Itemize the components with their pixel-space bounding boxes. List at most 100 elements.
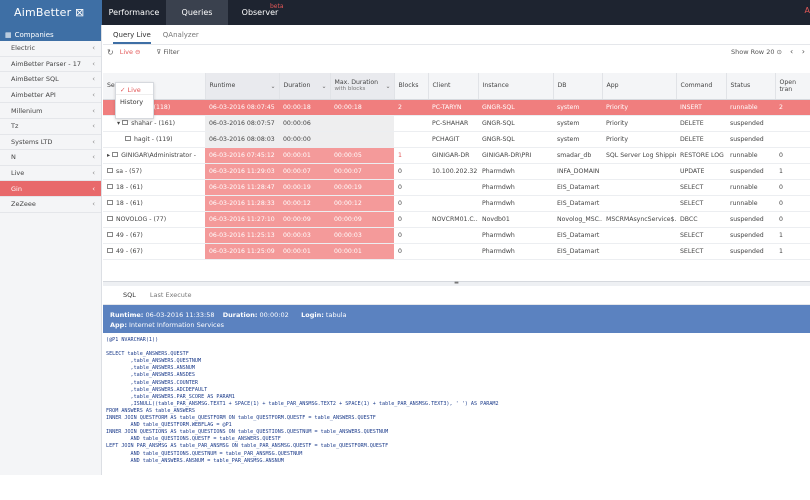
cell-status: runnable bbox=[726, 195, 775, 212]
column-header[interactable]: Blocks bbox=[394, 73, 429, 100]
sidebar-item[interactable]: ZeZeee ‹ bbox=[0, 197, 101, 213]
cell-duration: 00:00:19 bbox=[279, 179, 330, 196]
cell-max: 00:00:19 bbox=[330, 179, 394, 196]
dropdown-option-live[interactable]: ✓ Live bbox=[116, 83, 153, 95]
column-header[interactable]: Status bbox=[726, 73, 776, 100]
cell-ses: 18 - (61) bbox=[103, 179, 205, 196]
column-header[interactable]: Command bbox=[676, 73, 727, 100]
cell-max bbox=[330, 115, 394, 132]
user-avatar[interactable]: A bbox=[804, 6, 810, 15]
cell-blocks: 0 bbox=[394, 227, 428, 244]
companies-icon: ▦ bbox=[5, 31, 12, 39]
cell-app: MSCRMAsyncService$... bbox=[602, 211, 676, 228]
show-row-control[interactable]: Show Row 20 ⊙ bbox=[731, 48, 782, 56]
sidebar-item[interactable]: Electric ‹ bbox=[0, 41, 101, 57]
cell-status: suspended bbox=[726, 243, 775, 260]
tab-last-execute[interactable]: Last Execute bbox=[149, 291, 192, 299]
sidebar-item[interactable]: Live ‹ bbox=[0, 166, 101, 182]
sidebar-item-label: Electric bbox=[11, 44, 36, 53]
table-row[interactable]: hagit - (119) 06-03-2016 08:08:03 00:00:00… bbox=[103, 131, 810, 148]
sub-tabs: Query Live QAnalyzer bbox=[103, 25, 810, 45]
cell-runtime: 06-03-2016 11:29:03 bbox=[205, 163, 279, 180]
pane-splitter[interactable]: ▬ bbox=[103, 281, 810, 286]
table-row[interactable]: ▾ shahar - (161) 06-03-2016 08:07:57 00:00… bbox=[103, 115, 810, 132]
sidebar-item[interactable]: AimBetter Parser - 17 ‹ bbox=[0, 57, 101, 73]
tab-performance[interactable]: Performance bbox=[108, 8, 160, 17]
runtime-value: 06-03-2016 11:33:58 bbox=[145, 311, 215, 319]
sidebar-item[interactable]: Systems LTD ‹ bbox=[0, 135, 101, 151]
tab-sql[interactable]: SQL bbox=[123, 291, 136, 299]
pager-buttons[interactable]: ‹ › bbox=[790, 47, 808, 56]
cell-app: Priority bbox=[602, 115, 676, 132]
table-row[interactable]: sa - (57) 06-03-2016 11:29:03 00:00:07 00:0… bbox=[103, 163, 810, 180]
cell-ses: hagit - (119) bbox=[103, 131, 205, 148]
sidebar-header[interactable]: ▦ Companies bbox=[0, 25, 101, 41]
column-header[interactable]: Open tran bbox=[775, 73, 810, 100]
sidebar-item[interactable]: Gin ‹ bbox=[0, 181, 101, 197]
mode-dropdown[interactable]: ✓ Live History bbox=[115, 82, 154, 119]
tab-query-live[interactable]: Query Live bbox=[113, 31, 151, 44]
expand-icon[interactable]: ▾ bbox=[117, 119, 123, 127]
table-row[interactable]: 18 - (61) 06-03-2016 11:28:33 00:00:12 00:0… bbox=[103, 195, 810, 212]
tab-observer[interactable]: Observer bbox=[241, 8, 279, 17]
session-icon bbox=[112, 152, 119, 157]
chevron-left-icon: ‹ bbox=[92, 137, 95, 146]
sidebar-item[interactable]: Tz ‹ bbox=[0, 119, 101, 135]
cell-open: 0 bbox=[775, 179, 810, 196]
cell-runtime: 06-03-2016 11:28:33 bbox=[205, 195, 279, 212]
sort-icon[interactable]: ⌄ bbox=[321, 83, 327, 90]
sidebar-item[interactable]: Aimbetter API ‹ bbox=[0, 88, 101, 104]
table-row[interactable]: 49 - (67) 06-03-2016 11:25:13 00:00:03 00:0… bbox=[103, 227, 810, 244]
cell-max bbox=[330, 131, 394, 148]
cell-instance: Pharmdwh bbox=[478, 227, 553, 244]
column-header[interactable]: App bbox=[602, 73, 677, 100]
table-row[interactable]: 18 - (61) 06-03-2016 11:28:47 00:00:19 00:0… bbox=[103, 179, 810, 196]
dropdown-option-history[interactable]: History bbox=[120, 98, 144, 106]
cell-runtime: 06-03-2016 11:25:13 bbox=[205, 227, 279, 244]
cell-open: 1 bbox=[775, 243, 810, 260]
app-logo[interactable]: AimBetter ⊠ bbox=[0, 0, 102, 25]
column-header[interactable]: Duration ⌄ bbox=[279, 73, 331, 100]
sidebar-item[interactable]: AimBetter SQL ‹ bbox=[0, 72, 101, 88]
cell-open bbox=[775, 131, 810, 148]
table-row[interactable]: ▸ GINIGAR\Administrator -06-03-2016 07:4… bbox=[103, 147, 810, 164]
live-mode-button[interactable]: Live ⊖ bbox=[119, 48, 141, 56]
cell-db: system bbox=[553, 99, 602, 116]
table-row[interactable]: 49 - (67) 06-03-2016 11:25:09 00:00:01 00:0… bbox=[103, 243, 810, 260]
cell-instance: Pharmdwh bbox=[478, 195, 553, 212]
sort-icon[interactable]: ⌄ bbox=[270, 83, 276, 90]
column-header[interactable]: Client bbox=[428, 73, 479, 100]
session-icon bbox=[107, 200, 113, 205]
sidebar-item-label: ZeZeee bbox=[11, 200, 36, 209]
sidebar-item-label: AimBetter Parser - 17 bbox=[11, 59, 81, 68]
sidebar-item[interactable]: Millenium ‹ bbox=[0, 103, 101, 119]
sql-text[interactable]: (@P1 NVARCHAR(1)) SELECT table_ANSWERS.Q… bbox=[103, 333, 810, 500]
tab-queries[interactable]: Queries bbox=[166, 0, 228, 25]
column-header[interactable]: Instance bbox=[478, 73, 554, 100]
cell-status: suspended bbox=[726, 115, 775, 132]
table-row[interactable]: ▸ taryn - (118)06-03-2016 08:07:4500:00:… bbox=[103, 99, 810, 116]
column-header[interactable]: DB bbox=[553, 73, 603, 100]
cell-client: PCHAGIT bbox=[428, 131, 478, 148]
cell-instance: Pharmdwh bbox=[478, 243, 553, 260]
cell-duration: 00:00:00 bbox=[279, 131, 330, 148]
cell-status: runnable bbox=[726, 99, 775, 116]
sidebar-item-label: Systems LTD bbox=[11, 137, 53, 146]
sort-icon[interactable]: ⌄ bbox=[385, 83, 391, 90]
table-row[interactable]: NOVOLOG - (77) 06-03-2016 11:27:10 00:00:0… bbox=[103, 211, 810, 228]
chevron-left-icon: ‹ bbox=[92, 91, 95, 100]
column-header[interactable]: Runtime ⌄ bbox=[205, 73, 280, 100]
tab-qanalyzer[interactable]: QAnalyzer bbox=[162, 30, 199, 39]
cell-status: runnable bbox=[726, 179, 775, 196]
cell-db: EIS_Datamart bbox=[553, 227, 602, 244]
filter-button[interactable]: ⊽ Filter bbox=[156, 48, 180, 56]
beta-badge: beta bbox=[270, 3, 284, 10]
cell-app bbox=[602, 227, 676, 244]
query-info-bar: Runtime: 06-03-2016 11:33:58 Duration: 0… bbox=[103, 305, 810, 333]
refresh-icon[interactable]: ↻ bbox=[107, 47, 114, 57]
sidebar-item[interactable]: N ‹ bbox=[0, 150, 101, 166]
cell-open: 1 bbox=[775, 163, 810, 180]
column-header[interactable]: Max. Duration with blocks ⌄ bbox=[330, 73, 395, 100]
cell-command: UPDATE bbox=[676, 163, 726, 180]
expand-icon[interactable]: ▸ bbox=[107, 151, 113, 159]
